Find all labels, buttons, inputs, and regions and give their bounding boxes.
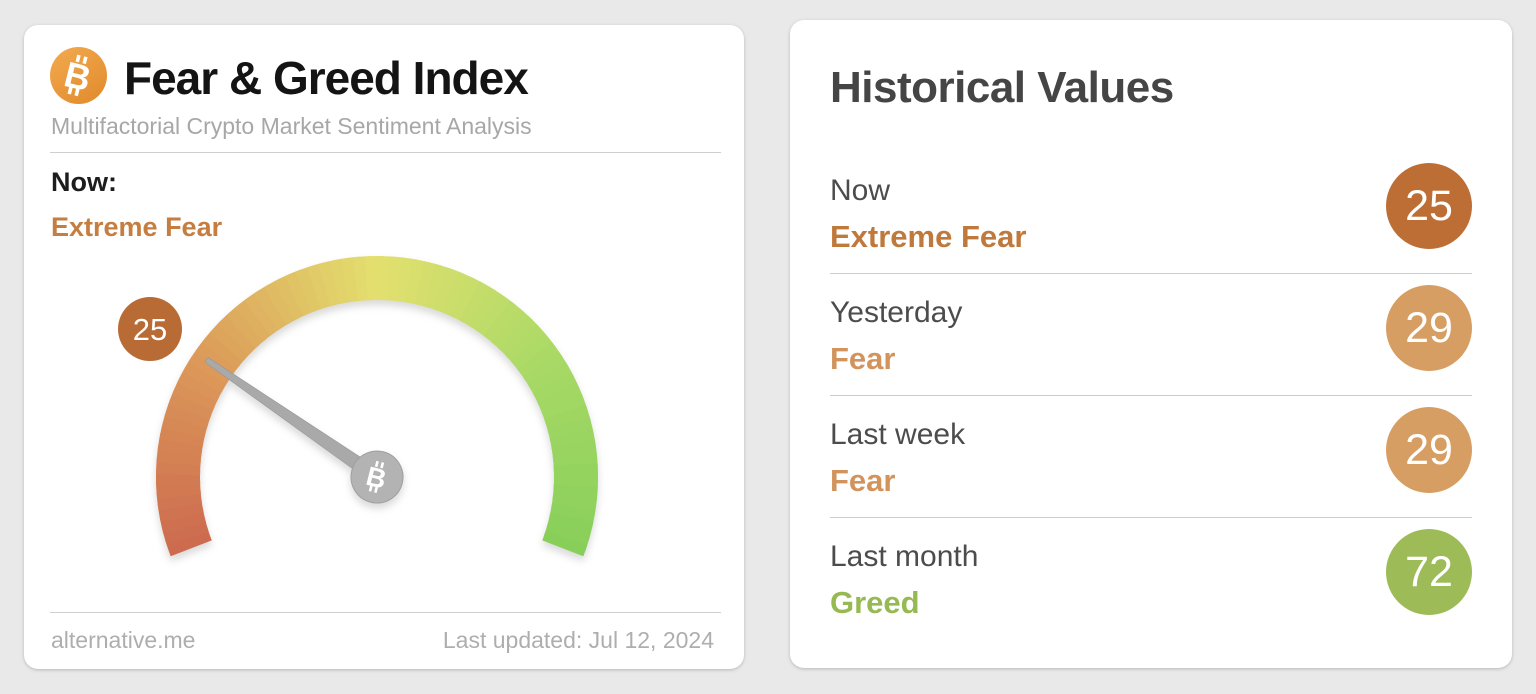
gauge-arc: B [156,255,598,557]
now-label: Now: [51,167,117,197]
fear-greed-header: B Fear & Greed Index [50,47,529,104]
row-period-label: Yesterday [830,296,963,329]
row-classification: Fear [830,341,896,376]
header-divider [50,152,721,153]
gauge-chart: B [147,245,607,577]
row-period-label: Now [830,174,891,207]
fear-greed-card: B Fear & Greed Index Multifactorial Cryp… [24,25,744,669]
row-value-badge: 29 [1386,285,1472,371]
row-value-badge: 72 [1386,529,1472,615]
historical-row: Last week Fear 29 [830,396,1472,518]
bitcoin-pivot-icon: B [350,450,404,504]
widget-title: Fear & Greed Index [124,51,529,104]
last-updated-label: Last updated: Jul 12, 2024 [442,627,714,653]
historical-row: Now Extreme Fear 25 [830,152,1472,274]
row-value-badge: 25 [1386,163,1472,249]
row-classification: Extreme Fear [830,219,1027,254]
widget-subtitle: Multifactorial Crypto Market Sentiment A… [51,113,532,139]
historical-row: Yesterday Fear 29 [830,274,1472,396]
current-classification: Extreme Fear [51,212,223,242]
bitcoin-icon: B [50,47,107,104]
footer-divider [50,612,721,613]
historical-row: Last month Greed 72 [830,518,1472,639]
row-value-badge: 29 [1386,407,1472,493]
gauge-value-badge: 25 [118,297,182,361]
row-period-label: Last month [830,540,979,573]
source-link[interactable]: alternative.me [51,627,196,653]
row-period-label: Last week [830,418,966,451]
row-classification: Fear [830,463,896,498]
row-classification: Greed [830,585,920,620]
historical-rows: Now Extreme Fear 25 Yesterday Fear 29 La… [830,152,1472,639]
historical-values-title: Historical Values [830,63,1174,112]
historical-values-card: Historical Values Now Extreme Fear 25 Ye… [790,20,1512,668]
